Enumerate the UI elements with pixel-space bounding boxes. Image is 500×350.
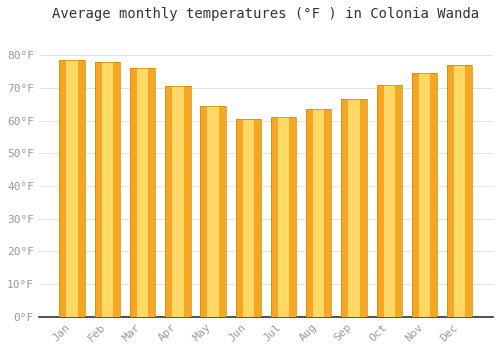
Bar (342, 99, 366, 317)
Bar (172, 86, 184, 317)
Bar (376, 85, 402, 317)
Bar (384, 85, 395, 317)
Bar (412, 73, 437, 317)
Bar (94, 62, 120, 317)
Bar (236, 119, 261, 317)
Bar (94, 62, 120, 317)
Bar (165, 86, 190, 317)
Bar (165, 86, 190, 317)
Bar (313, 109, 324, 317)
Bar (102, 62, 113, 317)
Bar (200, 106, 226, 317)
Bar (236, 119, 261, 317)
Bar (66, 60, 78, 317)
Bar (60, 60, 85, 317)
Bar (60, 60, 85, 317)
Bar (306, 109, 332, 317)
Bar (454, 65, 466, 317)
Bar (242, 119, 254, 317)
Bar (447, 65, 472, 317)
Bar (271, 117, 296, 317)
Bar (137, 68, 148, 317)
Bar (278, 117, 289, 317)
Title: Average monthly temperatures (°F ) in Colonia Wanda: Average monthly temperatures (°F ) in Co… (52, 7, 480, 21)
Bar (342, 99, 366, 317)
Bar (200, 106, 226, 317)
Bar (208, 106, 219, 317)
Bar (130, 68, 156, 317)
Bar (306, 109, 332, 317)
Bar (130, 68, 156, 317)
Bar (412, 73, 437, 317)
Bar (271, 117, 296, 317)
Bar (447, 65, 472, 317)
Bar (348, 99, 360, 317)
Bar (376, 85, 402, 317)
Bar (419, 73, 430, 317)
